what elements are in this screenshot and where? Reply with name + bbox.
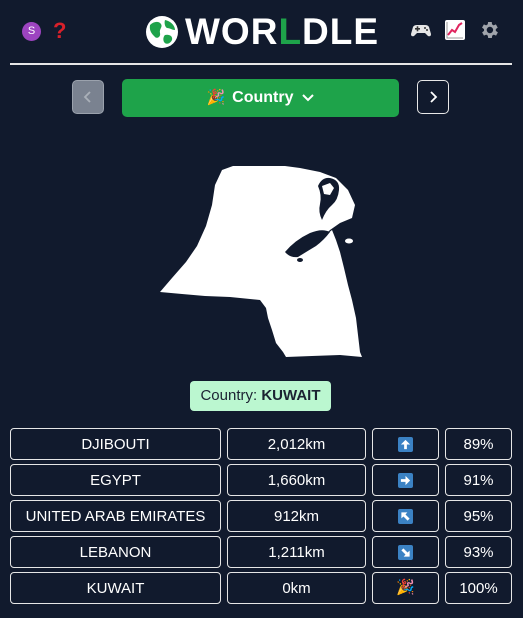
header-left: S ? <box>22 18 67 43</box>
guess-direction <box>372 536 439 568</box>
guess-proximity: 91% <box>445 464 512 496</box>
guess-list: DJIBOUTI 2,012km 89% EGYPT 1,660km 91% U… <box>10 428 512 608</box>
guess-country: LEBANON <box>10 536 221 568</box>
answer-label: Country: KUWAIT <box>190 381 331 411</box>
next-button[interactable] <box>417 80 449 114</box>
help-icon[interactable]: ? <box>53 18 67 43</box>
answer-country: KUWAIT <box>261 387 321 404</box>
header-right <box>410 19 500 41</box>
guess-distance: 2,012km <box>227 428 366 460</box>
guess-direction <box>372 500 439 532</box>
guess-country: EGYPT <box>10 464 221 496</box>
title-suffix: DLE <box>302 11 380 52</box>
guess-proximity: 100% <box>445 572 512 604</box>
guess-country: KUWAIT <box>10 572 221 604</box>
guess-row: LEBANON 1,211km 93% <box>10 536 512 568</box>
title-prefix: WOR <box>185 11 279 52</box>
guess-distance: 1,660km <box>227 464 366 496</box>
avatar[interactable]: S <box>22 21 41 41</box>
guess-row: KUWAIT 0km 🎉 100% <box>10 572 512 604</box>
title-highlight: L <box>278 11 303 52</box>
chevron-right-icon <box>430 91 438 103</box>
logo: WORLDLE <box>145 12 379 52</box>
guess-country: DJIBOUTI <box>10 428 221 460</box>
guess-row: EGYPT 1,660km 91% <box>10 464 512 496</box>
guess-row: DJIBOUTI 2,012km 89% <box>10 428 512 460</box>
arrow-down-right-icon <box>398 544 413 560</box>
arrow-right-icon <box>398 472 413 488</box>
globe-logo-icon <box>146 16 178 48</box>
guess-distance: 1,211km <box>227 536 366 568</box>
guess-direction: 🎉 <box>372 572 439 604</box>
country-silhouette-map <box>160 166 362 357</box>
mode-label: Country <box>232 89 294 106</box>
previous-button[interactable] <box>72 80 104 114</box>
guess-row: UNITED ARAB EMIRATES 912km 95% <box>10 500 512 532</box>
guess-direction <box>372 428 439 460</box>
party-popper-icon: 🎉 <box>396 579 415 596</box>
gear-icon[interactable] <box>478 19 500 41</box>
answer-prefix: Country: <box>200 387 258 404</box>
guess-proximity: 93% <box>445 536 512 568</box>
guess-distance: 0km <box>227 572 366 604</box>
mode-nav: 🎉 Country <box>72 79 449 117</box>
guess-country: UNITED ARAB EMIRATES <box>10 500 221 532</box>
chevron-left-icon <box>83 91 91 103</box>
stats-chart-icon[interactable] <box>444 19 466 41</box>
guess-proximity: 95% <box>445 500 512 532</box>
guess-proximity: 89% <box>445 428 512 460</box>
arrow-up-left-icon <box>398 508 413 524</box>
guess-direction <box>372 464 439 496</box>
mode-select-button[interactable]: 🎉 Country <box>122 79 399 117</box>
app-header: S ? WORLDLE <box>10 0 512 65</box>
arrow-up-icon <box>398 436 413 452</box>
party-popper-icon: 🎉 <box>206 89 226 106</box>
guess-distance: 912km <box>227 500 366 532</box>
chevron-down-icon <box>301 94 314 102</box>
game-controller-icon[interactable] <box>410 19 432 41</box>
app-title: WORLDLE <box>185 12 379 52</box>
